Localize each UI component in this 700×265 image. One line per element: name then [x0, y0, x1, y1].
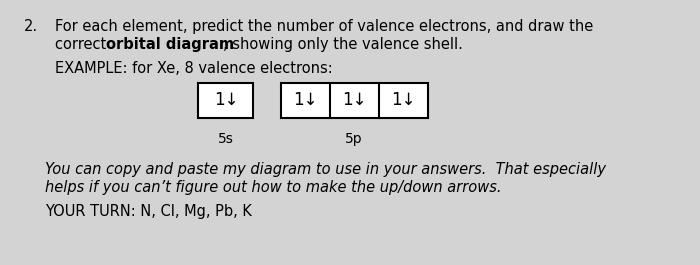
Text: 1↓: 1↓ [391, 91, 415, 109]
Text: correct: correct [55, 37, 111, 52]
Text: , showing only the valence shell.: , showing only the valence shell. [223, 37, 463, 52]
Text: 2.: 2. [25, 19, 38, 34]
Text: orbital diagram: orbital diagram [106, 37, 234, 52]
Bar [281, 82, 428, 118]
Bar [198, 82, 253, 118]
Text: 5s: 5s [218, 132, 234, 146]
Text: helps if you can’t figure out how to make the up/down arrows.: helps if you can’t figure out how to mak… [46, 179, 502, 195]
Text: YOUR TURN: N, Cl, Mg, Pb, K: YOUR TURN: N, Cl, Mg, Pb, K [46, 204, 252, 219]
Text: 1↓: 1↓ [293, 91, 318, 109]
Text: 1↓: 1↓ [342, 91, 367, 109]
Text: 1↓: 1↓ [214, 91, 238, 109]
Text: EXAMPLE: for Xe, 8 valence electrons:: EXAMPLE: for Xe, 8 valence electrons: [55, 61, 332, 76]
Text: You can copy and paste my diagram to use in your answers.  That especially: You can copy and paste my diagram to use… [46, 162, 606, 177]
Text: For each element, predict the number of valence electrons, and draw the: For each element, predict the number of … [55, 19, 593, 34]
Text: 5p: 5p [345, 132, 363, 146]
